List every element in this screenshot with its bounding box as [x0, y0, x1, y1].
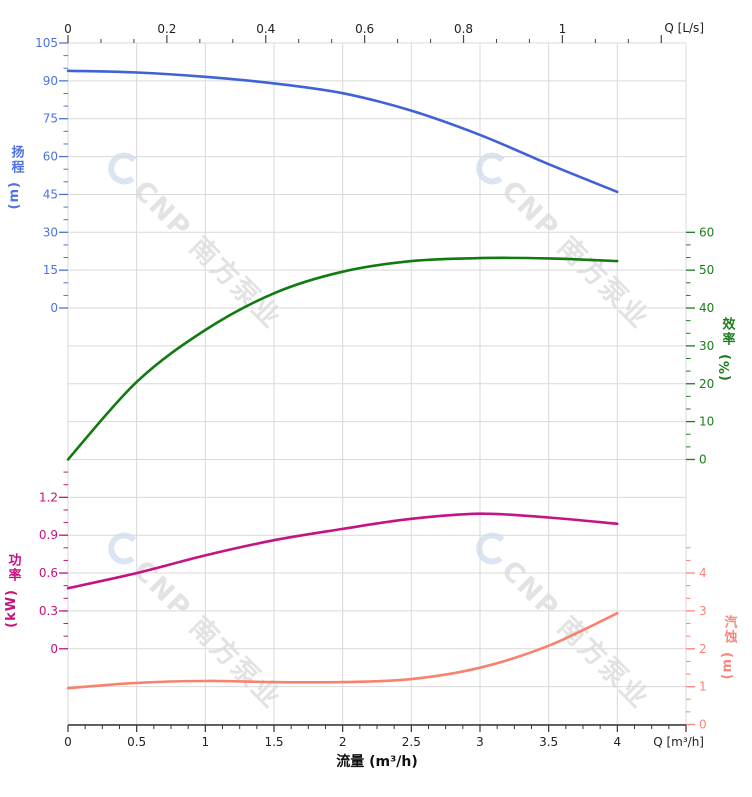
npsh-axis-tick-label: 4 [699, 566, 707, 580]
bottom-axis-tick-label: 0 [64, 735, 72, 749]
top-axis-tick-label: 0.4 [256, 22, 275, 36]
npsh-axis-tick-label: 1 [699, 680, 707, 694]
npsh-axis-tick-label: 2 [699, 642, 707, 656]
head-axis-tick-label: 45 [43, 187, 58, 201]
top-axis-tick-label: 0.8 [454, 22, 473, 36]
npsh-axis-tick-label: 3 [699, 604, 707, 618]
head-axis-title: 扬程 (m) [7, 145, 24, 210]
head-axis-tick-label: 15 [43, 263, 58, 277]
efficiency-axis-tick-label: 30 [699, 339, 714, 353]
power-axis-title-text: 功率 [5, 553, 21, 583]
power-curve [66, 512, 619, 590]
top-axis-tick-label: 0.2 [157, 22, 176, 36]
power-axis-tick-label: 0 [50, 642, 58, 656]
power-axis-tick-label: 0.6 [39, 566, 58, 580]
x-axis-title: 流量 (m³/h) [336, 754, 418, 770]
bottom-axis-unit-label: Q [m³/h] [653, 735, 704, 749]
npsh-axis-unit-text: (m) [720, 651, 735, 680]
efficiency-axis-title-text: 效率 [719, 317, 735, 347]
bottom-axis-tick-label: 1 [202, 735, 210, 749]
efficiency-axis-tick-label: 0 [699, 452, 707, 466]
top-axis-tick-label: 0 [64, 22, 72, 36]
efficiency-axis-tick-label: 50 [699, 263, 714, 277]
head-axis-tick-label: 105 [35, 36, 58, 50]
power-axis-tick-label: 0.3 [39, 604, 58, 618]
bottom-axis-tick-label: 2 [339, 735, 347, 749]
efficiency-axis-tick-label: 20 [699, 377, 714, 391]
power-axis-tick-label: 1.2 [39, 490, 58, 504]
head-axis-title-text: 扬程 [8, 145, 24, 175]
npsh-curve [66, 611, 619, 690]
npsh-axis-tick-label: 0 [699, 718, 707, 732]
efficiency-axis-tick-label: 40 [699, 301, 714, 315]
top-axis-tick-label: 0.6 [355, 22, 374, 36]
efficiency-axis-tick-label: 10 [699, 415, 714, 429]
power-axis-tick-label: 0.9 [39, 528, 58, 542]
efficiency-axis-tick-label: 60 [699, 225, 714, 239]
head-axis-tick-label: 90 [43, 74, 58, 88]
head-axis-tick-label: 60 [43, 150, 58, 164]
power-axis-title: 功率 (kW) [4, 553, 21, 628]
bottom-axis-tick-label: 3.5 [539, 735, 558, 749]
bottom-axis-tick-label: 4 [614, 735, 622, 749]
efficiency-curve [66, 256, 619, 461]
bottom-axis-tick-label: 3 [476, 735, 484, 749]
power-axis-unit-text: (kW) [4, 589, 19, 628]
head-axis-tick-label: 0 [50, 301, 58, 315]
head-axis-unit-text: (m) [7, 181, 22, 210]
npsh-axis-title-text: 汽蚀 [721, 615, 737, 645]
top-axis-tick-label: 1 [559, 22, 567, 36]
bottom-axis-tick-label: 0.5 [127, 735, 146, 749]
efficiency-axis-title: 效率 (%) [718, 317, 735, 381]
top-axis-unit-label: Q [L/s] [664, 21, 704, 35]
head-curve [66, 69, 619, 194]
head-axis-tick-label: 75 [43, 112, 58, 126]
bottom-axis-tick-label: 2.5 [402, 735, 421, 749]
head-axis-tick-label: 30 [43, 225, 58, 239]
efficiency-axis-unit-text: (%) [718, 353, 733, 381]
npsh-axis-title: 汽蚀 (m) [720, 615, 737, 680]
bottom-axis-tick-label: 1.5 [264, 735, 283, 749]
